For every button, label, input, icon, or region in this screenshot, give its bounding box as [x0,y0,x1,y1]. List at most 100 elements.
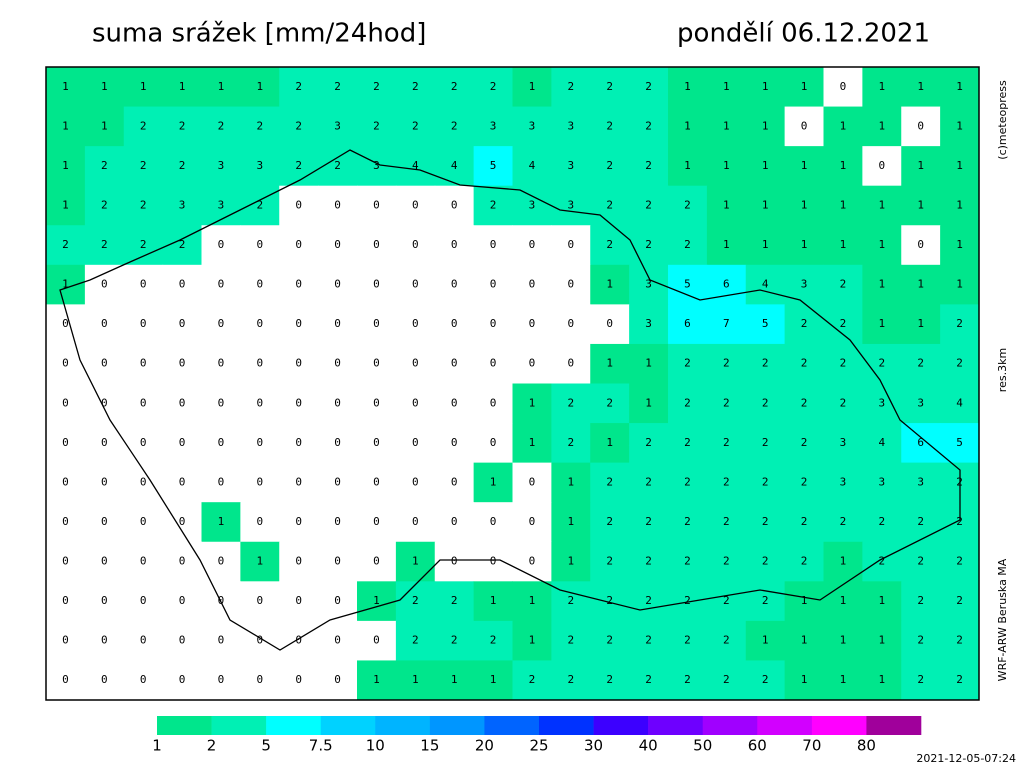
precip-value: 0 [373,555,380,568]
precip-cell [940,106,980,147]
precip-cell [84,264,125,305]
precip-cell [551,106,591,147]
precip-cell [123,264,164,305]
precip-value: 0 [295,396,302,409]
precip-value: 0 [412,515,419,528]
precip-value: 2 [684,436,691,449]
precip-cell [318,383,358,424]
precip-value: 2 [801,357,808,370]
precip-cell [551,462,591,503]
precip-value: 0 [373,436,380,449]
precip-cell [590,225,630,266]
precip-value: 0 [451,238,458,251]
precip-cell [84,462,125,503]
precip-value: 0 [451,396,458,409]
precip-value: 1 [257,80,264,93]
precip-cell [823,502,863,543]
precip-cell [706,462,747,503]
precip-value: 0 [257,396,264,409]
precip-value: 2 [645,673,652,686]
precip-value: 0 [179,278,186,291]
precip-cell [590,264,630,305]
precip-value: 2 [645,238,652,251]
precip-cell [590,620,630,661]
precip-value: 0 [101,436,108,449]
precip-cell [434,146,475,187]
precip-cell [629,106,669,147]
legend-swatch [429,716,485,735]
precip-value: 0 [490,436,497,449]
precip-cell [784,660,824,701]
precip-cell [901,67,941,108]
precip-value: 2 [956,594,963,607]
precip-value: 3 [218,198,225,211]
precip-cell [434,67,475,108]
legend-label: 7.5 [309,737,333,755]
precip-value: 1 [840,673,847,686]
precip-value: 2 [606,159,613,172]
precip-cell [123,620,164,661]
precip-cell [434,106,475,147]
precip-value: 0 [568,317,575,330]
precip-value: 2 [723,475,730,488]
precip-cell [629,502,669,543]
precip-value: 1 [257,555,264,568]
precip-cell [318,423,358,464]
precip-cell [668,106,708,147]
precip-cell [46,423,86,464]
precip-cell [395,620,436,661]
precip-cell [512,620,552,661]
precip-value: 0 [62,594,69,607]
precip-cell [395,67,436,108]
precip-value: 2 [179,159,186,172]
precip-cell [201,225,241,266]
precip-cell [46,383,86,424]
precip-cell [590,67,630,108]
precip-cell [823,343,863,384]
precip-cell [473,185,513,226]
precip-cell [279,660,319,701]
precip-value: 4 [451,159,458,172]
precip-value: 2 [684,555,691,568]
precip-value: 2 [179,119,186,132]
precip-value: 0 [218,634,225,647]
precip-value: 0 [451,357,458,370]
precip-cell [279,106,319,147]
precip-cell [512,343,552,384]
precip-value: 0 [257,238,264,251]
precip-cell [784,383,824,424]
precip-value: 0 [101,396,108,409]
precip-cell [240,581,280,622]
model: WRF-ARW Beruska MA [996,558,1009,681]
precip-value: 0 [179,357,186,370]
precip-cell [512,264,552,305]
precip-cell [901,581,941,622]
precip-value: 2 [723,515,730,528]
precip-cell [940,304,980,345]
precip-value: 2 [684,475,691,488]
precip-cell [512,541,552,582]
precip-value: 3 [179,198,186,211]
precip-value: 4 [412,159,419,172]
precip-cell [473,264,513,305]
precip-value: 1 [840,594,847,607]
precip-cell [706,185,747,226]
precip-value: 2 [684,634,691,647]
precip-cell [279,423,319,464]
precip-value: 0 [295,238,302,251]
precip-value: 2 [645,555,652,568]
precip-value: 2 [140,159,147,172]
precip-value: 2 [295,159,302,172]
precip-value: 1 [684,159,691,172]
precip-value: 1 [762,198,769,211]
precip-cell [901,541,941,582]
precip-value: 2 [723,436,730,449]
legend-label: 10 [366,737,385,755]
precip-cell [357,106,397,147]
legend-label: 40 [639,737,658,755]
precip-cell [823,67,863,108]
precip-cell [784,304,824,345]
precip-value: 0 [529,475,536,488]
precip-value: 2 [218,119,225,132]
precip-cell [357,502,397,543]
